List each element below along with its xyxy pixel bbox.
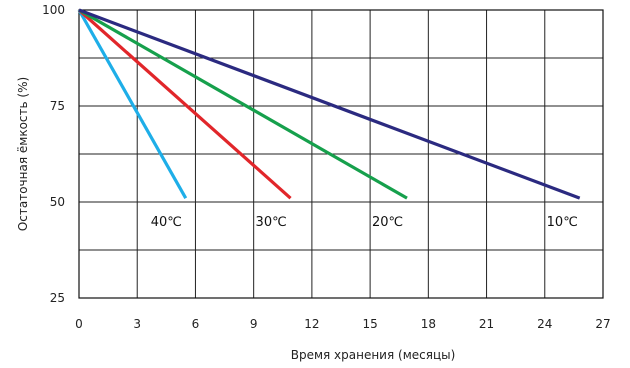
x-tick-label: 18: [421, 317, 436, 331]
x-tick-label: 21: [479, 317, 494, 331]
y-axis-title: Остаточная ёмкость (%): [16, 77, 30, 231]
series-label: 10℃: [547, 215, 578, 230]
x-tick-label: 24: [537, 317, 552, 331]
y-tick-label: 75: [50, 99, 65, 113]
series-line-40c: [77, 9, 188, 199]
series-line-10c: [78, 8, 581, 200]
series-label: 20℃: [372, 215, 403, 230]
series-line-20c: [78, 8, 408, 200]
x-tick-label: 9: [250, 317, 258, 331]
x-axis-title: Время хранения (месяцы): [291, 348, 456, 362]
x-tick-label: 15: [362, 317, 377, 331]
x-tick-label: 0: [75, 317, 83, 331]
series-label: 40℃: [151, 215, 182, 230]
y-tick-label: 25: [50, 291, 65, 305]
x-tick-label: 12: [304, 317, 319, 331]
y-tick-label: 50: [50, 195, 65, 209]
y-tick-label: 100: [42, 3, 65, 17]
x-tick-label: 27: [595, 317, 610, 331]
x-tick-label: 3: [133, 317, 141, 331]
series-labels: 40℃ 30℃ 20℃ 10℃: [151, 215, 578, 230]
series-label: 30℃: [256, 215, 287, 230]
series-line-30c: [77, 8, 292, 200]
grid: [79, 10, 603, 298]
series-group: [77, 8, 581, 200]
x-tick-label: 6: [192, 317, 200, 331]
plot-frame: [78, 9, 604, 299]
x-tick-labels: 0 3 6 9 12 15 18 21 24 27: [75, 317, 610, 331]
y-tick-labels: 25 50 75 100: [42, 3, 65, 305]
